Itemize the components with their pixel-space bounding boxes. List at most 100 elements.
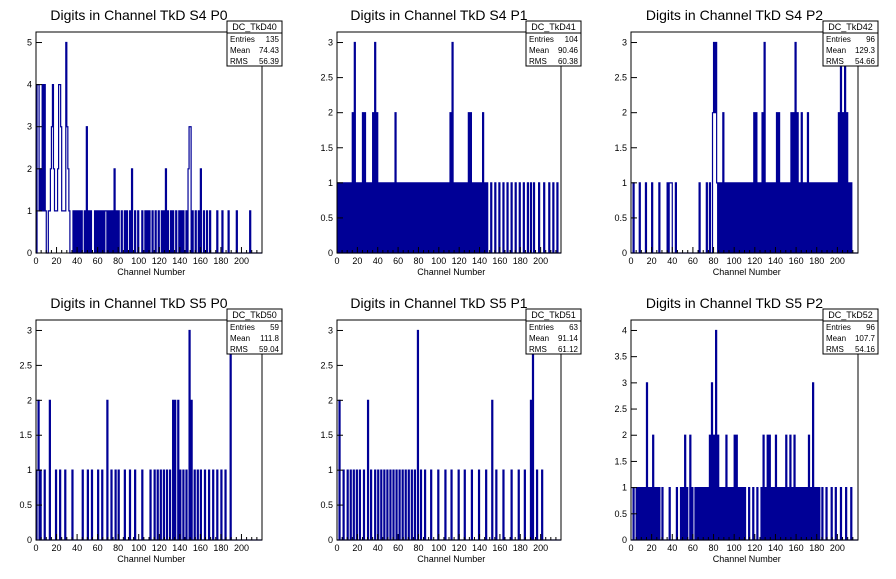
x-tick-label: 60 <box>393 543 403 553</box>
y-tick-label: 2 <box>328 108 333 118</box>
y-tick-label: 0 <box>328 248 333 258</box>
y-tick-label: 2 <box>622 430 627 440</box>
x-axis-label: Channel Number <box>417 554 485 564</box>
x-tick-label: 140 <box>472 543 487 553</box>
x-tick-label: 100 <box>727 543 742 553</box>
stats-value: 96 <box>866 35 875 44</box>
stats-box <box>525 20 582 67</box>
x-axis-label: Channel Number <box>117 554 185 564</box>
y-tick-label: 0 <box>27 535 32 545</box>
x-tick-label: 80 <box>413 256 423 266</box>
histogram-bin <box>64 211 65 253</box>
x-axis-label: Channel Number <box>417 267 485 277</box>
y-tick-label: 2.5 <box>320 73 333 83</box>
stats-value: 107.7 <box>855 334 876 343</box>
y-tick-label: 0.5 <box>614 509 627 519</box>
stats-value: 129.3 <box>855 46 876 55</box>
y-tick-label: 1.5 <box>614 143 627 153</box>
y-tick-label: 2.5 <box>320 360 333 370</box>
stats-label: Entries <box>230 35 255 44</box>
y-tick-label: 0 <box>622 535 627 545</box>
x-tick-label: 60 <box>688 543 698 553</box>
stats-label: Mean <box>230 334 250 343</box>
stats-label: RMS <box>230 345 248 354</box>
stats-value: 104 <box>565 35 579 44</box>
stats-name: DC_TkD41 <box>531 22 576 32</box>
panel-title: Digits in Channel TkD S4 P1 <box>350 7 527 23</box>
x-tick-label: 100 <box>727 256 742 266</box>
y-tick-label: 0.5 <box>614 213 627 223</box>
x-tick-label: 180 <box>513 256 528 266</box>
stats-label: Entries <box>826 35 851 44</box>
x-tick-label: 40 <box>667 543 677 553</box>
x-tick-label: 180 <box>213 256 228 266</box>
x-tick-label: 200 <box>234 543 249 553</box>
stats-value: 63 <box>569 323 578 332</box>
x-tick-label: 60 <box>688 256 698 266</box>
stats-box <box>822 308 879 355</box>
x-tick-label: 80 <box>113 256 123 266</box>
x-tick-label: 140 <box>768 256 783 266</box>
x-tick-label: 160 <box>492 543 507 553</box>
x-tick-label: 200 <box>533 256 548 266</box>
x-tick-label: 40 <box>667 256 677 266</box>
x-tick-label: 140 <box>172 256 187 266</box>
stats-value: 74.43 <box>259 46 280 55</box>
stats-label: Entries <box>529 323 554 332</box>
histogram-bin <box>63 211 64 253</box>
x-tick-label: 180 <box>213 543 228 553</box>
x-tick-label: 40 <box>72 256 82 266</box>
x-tick-label: 120 <box>152 543 167 553</box>
x-tick-label: 160 <box>789 256 804 266</box>
stats-box <box>525 308 582 355</box>
x-tick-label: 0 <box>33 543 38 553</box>
stats-label: Entries <box>826 323 851 332</box>
histogram-bin <box>54 211 55 253</box>
stats-value: 90.46 <box>558 46 579 55</box>
stats-label: Mean <box>826 46 846 55</box>
y-tick-label: 2 <box>27 164 32 174</box>
panel-title: Digits in Channel TkD S5 P0 <box>50 295 227 311</box>
x-tick-label: 180 <box>513 543 528 553</box>
x-tick-label: 80 <box>709 543 719 553</box>
stats-value: 56.39 <box>259 57 280 66</box>
x-tick-label: 40 <box>72 543 82 553</box>
stats-name: DC_TkD51 <box>531 310 576 320</box>
stats-value: 54.66 <box>855 57 876 66</box>
x-tick-label: 60 <box>393 256 403 266</box>
x-tick-label: 120 <box>152 256 167 266</box>
stats-value: 54.16 <box>855 345 876 354</box>
stats-value: 61.12 <box>558 345 579 354</box>
y-tick-label: 0.5 <box>19 500 32 510</box>
stats-value: 60.38 <box>558 57 579 66</box>
panel-title: Digits in Channel TkD S5 P1 <box>350 295 527 311</box>
x-tick-label: 60 <box>93 543 103 553</box>
histogram-bin <box>43 211 44 253</box>
y-tick-label: 3 <box>27 325 32 335</box>
histogram-panel: Digits in Channel TkD S4 P10 20 40 60 80 100 1… <box>320 7 582 277</box>
x-tick-label: 160 <box>193 256 208 266</box>
x-tick-label: 40 <box>373 256 383 266</box>
x-tick-label: 0 <box>33 256 38 266</box>
y-tick-label: 1.5 <box>19 430 32 440</box>
panel-title: Digits in Channel TkD S5 P2 <box>646 295 823 311</box>
y-tick-label: 0.5 <box>320 500 333 510</box>
x-tick-label: 100 <box>431 256 446 266</box>
x-tick-label: 200 <box>533 543 548 553</box>
stats-box <box>226 308 283 355</box>
histogram-bin <box>57 211 58 253</box>
y-tick-label: 2.5 <box>614 404 627 414</box>
stats-value: 135 <box>266 35 280 44</box>
histogram-panel: Digits in Channel TkD S5 P20 20 40 60 80 100 1… <box>614 295 879 564</box>
y-tick-label: 1 <box>27 206 32 216</box>
y-tick-label: 3 <box>27 122 32 132</box>
y-tick-label: 1 <box>328 178 333 188</box>
stats-value: 96 <box>866 323 875 332</box>
histogram-panel: Digits in Channel TkD S4 P20 20 40 60 80 100 1… <box>614 7 879 277</box>
histogram-line <box>337 41 561 254</box>
stats-value: 59 <box>270 323 279 332</box>
y-tick-label: 3 <box>622 38 627 48</box>
x-tick-label: 180 <box>809 543 824 553</box>
histogram-bin <box>39 211 40 253</box>
